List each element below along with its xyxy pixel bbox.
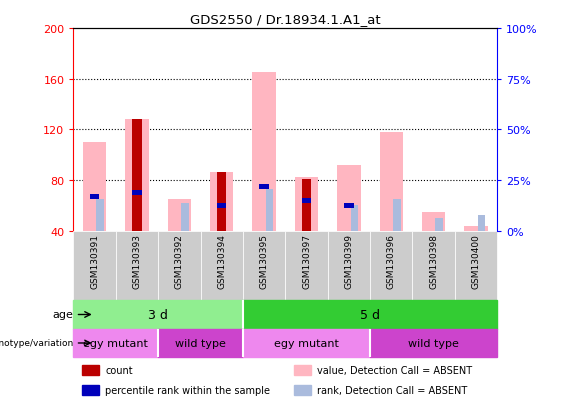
Text: percentile rank within the sample: percentile rank within the sample xyxy=(105,385,270,395)
Bar xyxy=(243,231,285,301)
Bar xyxy=(132,120,142,231)
Text: GSM130396: GSM130396 xyxy=(387,233,396,288)
Bar xyxy=(253,73,276,231)
Text: rank, Detection Call = ABSENT: rank, Detection Call = ABSENT xyxy=(317,385,467,395)
Bar xyxy=(83,142,106,231)
Text: GSM130400: GSM130400 xyxy=(472,233,480,288)
Bar xyxy=(370,329,497,357)
Bar xyxy=(295,178,318,231)
Bar xyxy=(201,231,243,301)
Text: 3 d: 3 d xyxy=(148,308,168,321)
Bar xyxy=(132,191,142,196)
Bar xyxy=(436,218,443,231)
Bar xyxy=(217,173,227,231)
Bar xyxy=(116,231,158,301)
Bar xyxy=(294,365,311,375)
Bar xyxy=(243,301,497,329)
Bar xyxy=(73,301,243,329)
Bar xyxy=(285,231,328,301)
Bar xyxy=(217,203,227,208)
Bar xyxy=(302,198,311,203)
Bar xyxy=(380,133,403,231)
Bar xyxy=(210,173,233,231)
Text: GSM130399: GSM130399 xyxy=(345,233,353,288)
Text: wild type: wild type xyxy=(408,338,459,348)
Bar xyxy=(158,231,201,301)
Bar xyxy=(302,179,311,231)
Bar xyxy=(168,199,191,231)
Text: 5 d: 5 d xyxy=(360,308,380,321)
Bar xyxy=(370,231,412,301)
Bar xyxy=(455,231,497,301)
Text: GSM130398: GSM130398 xyxy=(429,233,438,288)
Text: GSM130391: GSM130391 xyxy=(90,233,99,288)
Bar xyxy=(464,226,488,231)
Text: value, Detection Call = ABSENT: value, Detection Call = ABSENT xyxy=(317,365,472,375)
Text: GSM130397: GSM130397 xyxy=(302,233,311,288)
Bar xyxy=(243,329,370,357)
Text: count: count xyxy=(105,365,133,375)
Bar xyxy=(73,231,116,301)
Bar xyxy=(125,120,149,231)
Bar xyxy=(328,231,370,301)
Text: age: age xyxy=(53,310,73,320)
Bar xyxy=(158,329,243,357)
Text: egy mutant: egy mutant xyxy=(84,338,148,348)
Title: GDS2550 / Dr.18934.1.A1_at: GDS2550 / Dr.18934.1.A1_at xyxy=(190,13,381,26)
Bar xyxy=(82,385,99,395)
Text: GSM130393: GSM130393 xyxy=(133,233,141,288)
Bar xyxy=(412,231,455,301)
Bar xyxy=(181,203,189,231)
Text: egy mutant: egy mutant xyxy=(274,338,339,348)
Bar xyxy=(393,199,401,231)
Bar xyxy=(259,184,269,189)
Bar xyxy=(337,165,360,231)
Bar xyxy=(478,216,485,231)
Bar xyxy=(96,199,104,231)
Bar xyxy=(350,206,358,231)
Text: wild type: wild type xyxy=(175,338,226,348)
Text: genotype/variation: genotype/variation xyxy=(0,339,73,348)
Bar xyxy=(266,189,273,231)
Bar xyxy=(344,203,354,208)
Bar xyxy=(294,385,311,395)
Text: GSM130394: GSM130394 xyxy=(218,233,226,288)
Text: GSM130392: GSM130392 xyxy=(175,233,184,288)
Bar xyxy=(422,212,445,231)
Text: GSM130395: GSM130395 xyxy=(260,233,268,288)
Bar xyxy=(90,195,99,199)
Bar xyxy=(73,329,158,357)
Bar xyxy=(82,365,99,375)
